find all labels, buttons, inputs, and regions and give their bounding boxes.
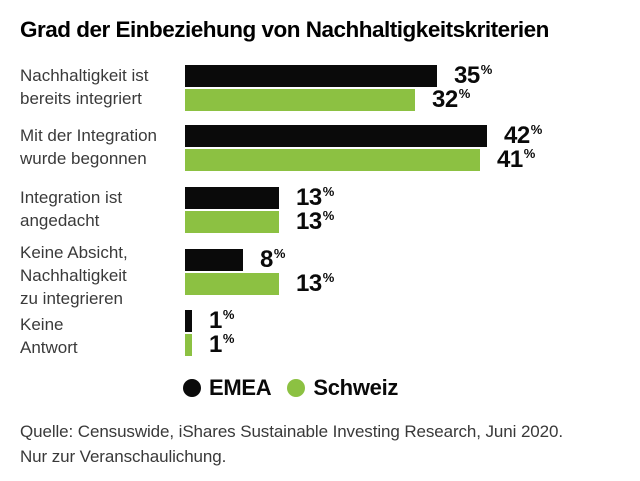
- bar-emea: [185, 310, 192, 332]
- category-label: Keine Absicht, Nachhaltigkeit zu integri…: [20, 243, 128, 308]
- legend-label-schweiz: Schweiz: [313, 375, 399, 400]
- value-number: 1: [209, 331, 222, 358]
- percent-sign: %: [322, 207, 335, 223]
- value-label-schweiz: 32%: [432, 85, 471, 114]
- percent-sign: %: [222, 306, 235, 322]
- value-label-emea: 13%: [296, 183, 335, 212]
- percent-sign: %: [480, 61, 493, 77]
- chart-area: Nachhaltigkeit ist bereits integriert 35%…: [20, 61, 543, 359]
- percent-sign: %: [322, 269, 335, 285]
- bar-schweiz: [185, 149, 480, 171]
- chart-title: Grad der Einbeziehung von Nachhaltigkeit…: [20, 17, 549, 42]
- value-label-emea: 1%: [209, 306, 235, 335]
- chart-legend: EMEA Schweiz: [183, 375, 398, 401]
- value-number: 35: [454, 62, 480, 89]
- value-label-schweiz: 13%: [296, 207, 335, 236]
- source-line2: Nur zur Veranschaulichung.: [20, 447, 227, 466]
- bar-schweiz: [185, 211, 279, 233]
- value-label-schweiz: 41%: [497, 145, 536, 174]
- value-number: 32: [432, 86, 458, 113]
- schweiz-dot-icon: [287, 379, 306, 397]
- legend-item-schweiz: Schweiz: [287, 375, 398, 401]
- value-label-schweiz: 1%: [209, 330, 235, 359]
- value-label-emea: 8%: [260, 245, 286, 274]
- value-number: 8: [260, 246, 273, 273]
- source-line1: Quelle: Censuswide, iShares Sustainable …: [20, 422, 563, 441]
- bar-schweiz: [185, 334, 192, 356]
- bar-schweiz: [185, 89, 415, 111]
- value-number: 42: [504, 122, 530, 149]
- legend-label-emea: EMEA: [209, 375, 272, 400]
- percent-sign: %: [458, 85, 471, 101]
- category-label: Keine Antwort: [20, 315, 78, 357]
- category-label: Integration ist angedacht: [20, 188, 123, 230]
- bar-emea: [185, 187, 279, 209]
- percent-sign: %: [273, 245, 286, 261]
- source-note: Quelle: Censuswide, iShares Sustainable …: [20, 419, 563, 469]
- value-label-schweiz: 13%: [296, 269, 335, 298]
- value-number: 1: [209, 307, 222, 334]
- emea-dot-icon: [183, 379, 201, 397]
- bar-emea: [185, 125, 487, 147]
- category-label: Mit der Integration wurde begonnen: [20, 126, 158, 168]
- value-label-emea: 35%: [454, 61, 493, 90]
- value-number: 13: [296, 208, 322, 235]
- value-number: 41: [497, 146, 523, 173]
- bar-schweiz: [185, 273, 279, 295]
- category-label: Nachhaltigkeit ist bereits integriert: [20, 66, 149, 108]
- percent-sign: %: [523, 145, 536, 161]
- percent-sign: %: [530, 121, 543, 137]
- value-number: 13: [296, 270, 322, 297]
- percent-sign: %: [222, 330, 235, 346]
- bar-emea: [185, 65, 437, 87]
- value-label-emea: 42%: [504, 121, 543, 150]
- percent-sign: %: [322, 183, 335, 199]
- legend-item-emea: EMEA: [183, 375, 272, 401]
- bar-emea: [185, 249, 243, 271]
- value-number: 13: [296, 184, 322, 211]
